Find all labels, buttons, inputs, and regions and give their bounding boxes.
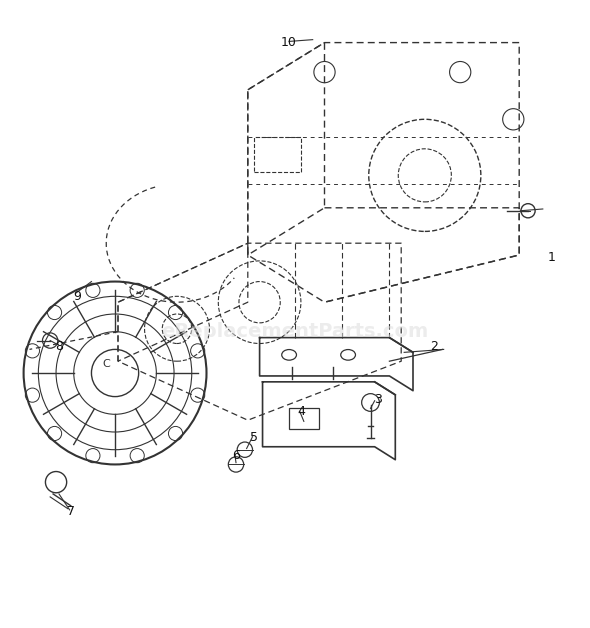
Text: 4: 4 xyxy=(297,405,305,418)
Text: 5: 5 xyxy=(250,431,258,445)
Text: 2: 2 xyxy=(430,340,438,353)
Text: 1: 1 xyxy=(548,251,556,264)
Text: 9: 9 xyxy=(73,290,81,303)
Text: 7: 7 xyxy=(67,505,75,518)
Text: 6: 6 xyxy=(232,449,240,462)
Text: 8: 8 xyxy=(55,340,63,353)
Text: C: C xyxy=(102,359,110,369)
Bar xyxy=(289,408,319,429)
Text: 3: 3 xyxy=(373,393,382,406)
Circle shape xyxy=(521,203,535,218)
Text: 10: 10 xyxy=(281,36,297,49)
Text: eReplacementParts.com: eReplacementParts.com xyxy=(162,322,428,341)
